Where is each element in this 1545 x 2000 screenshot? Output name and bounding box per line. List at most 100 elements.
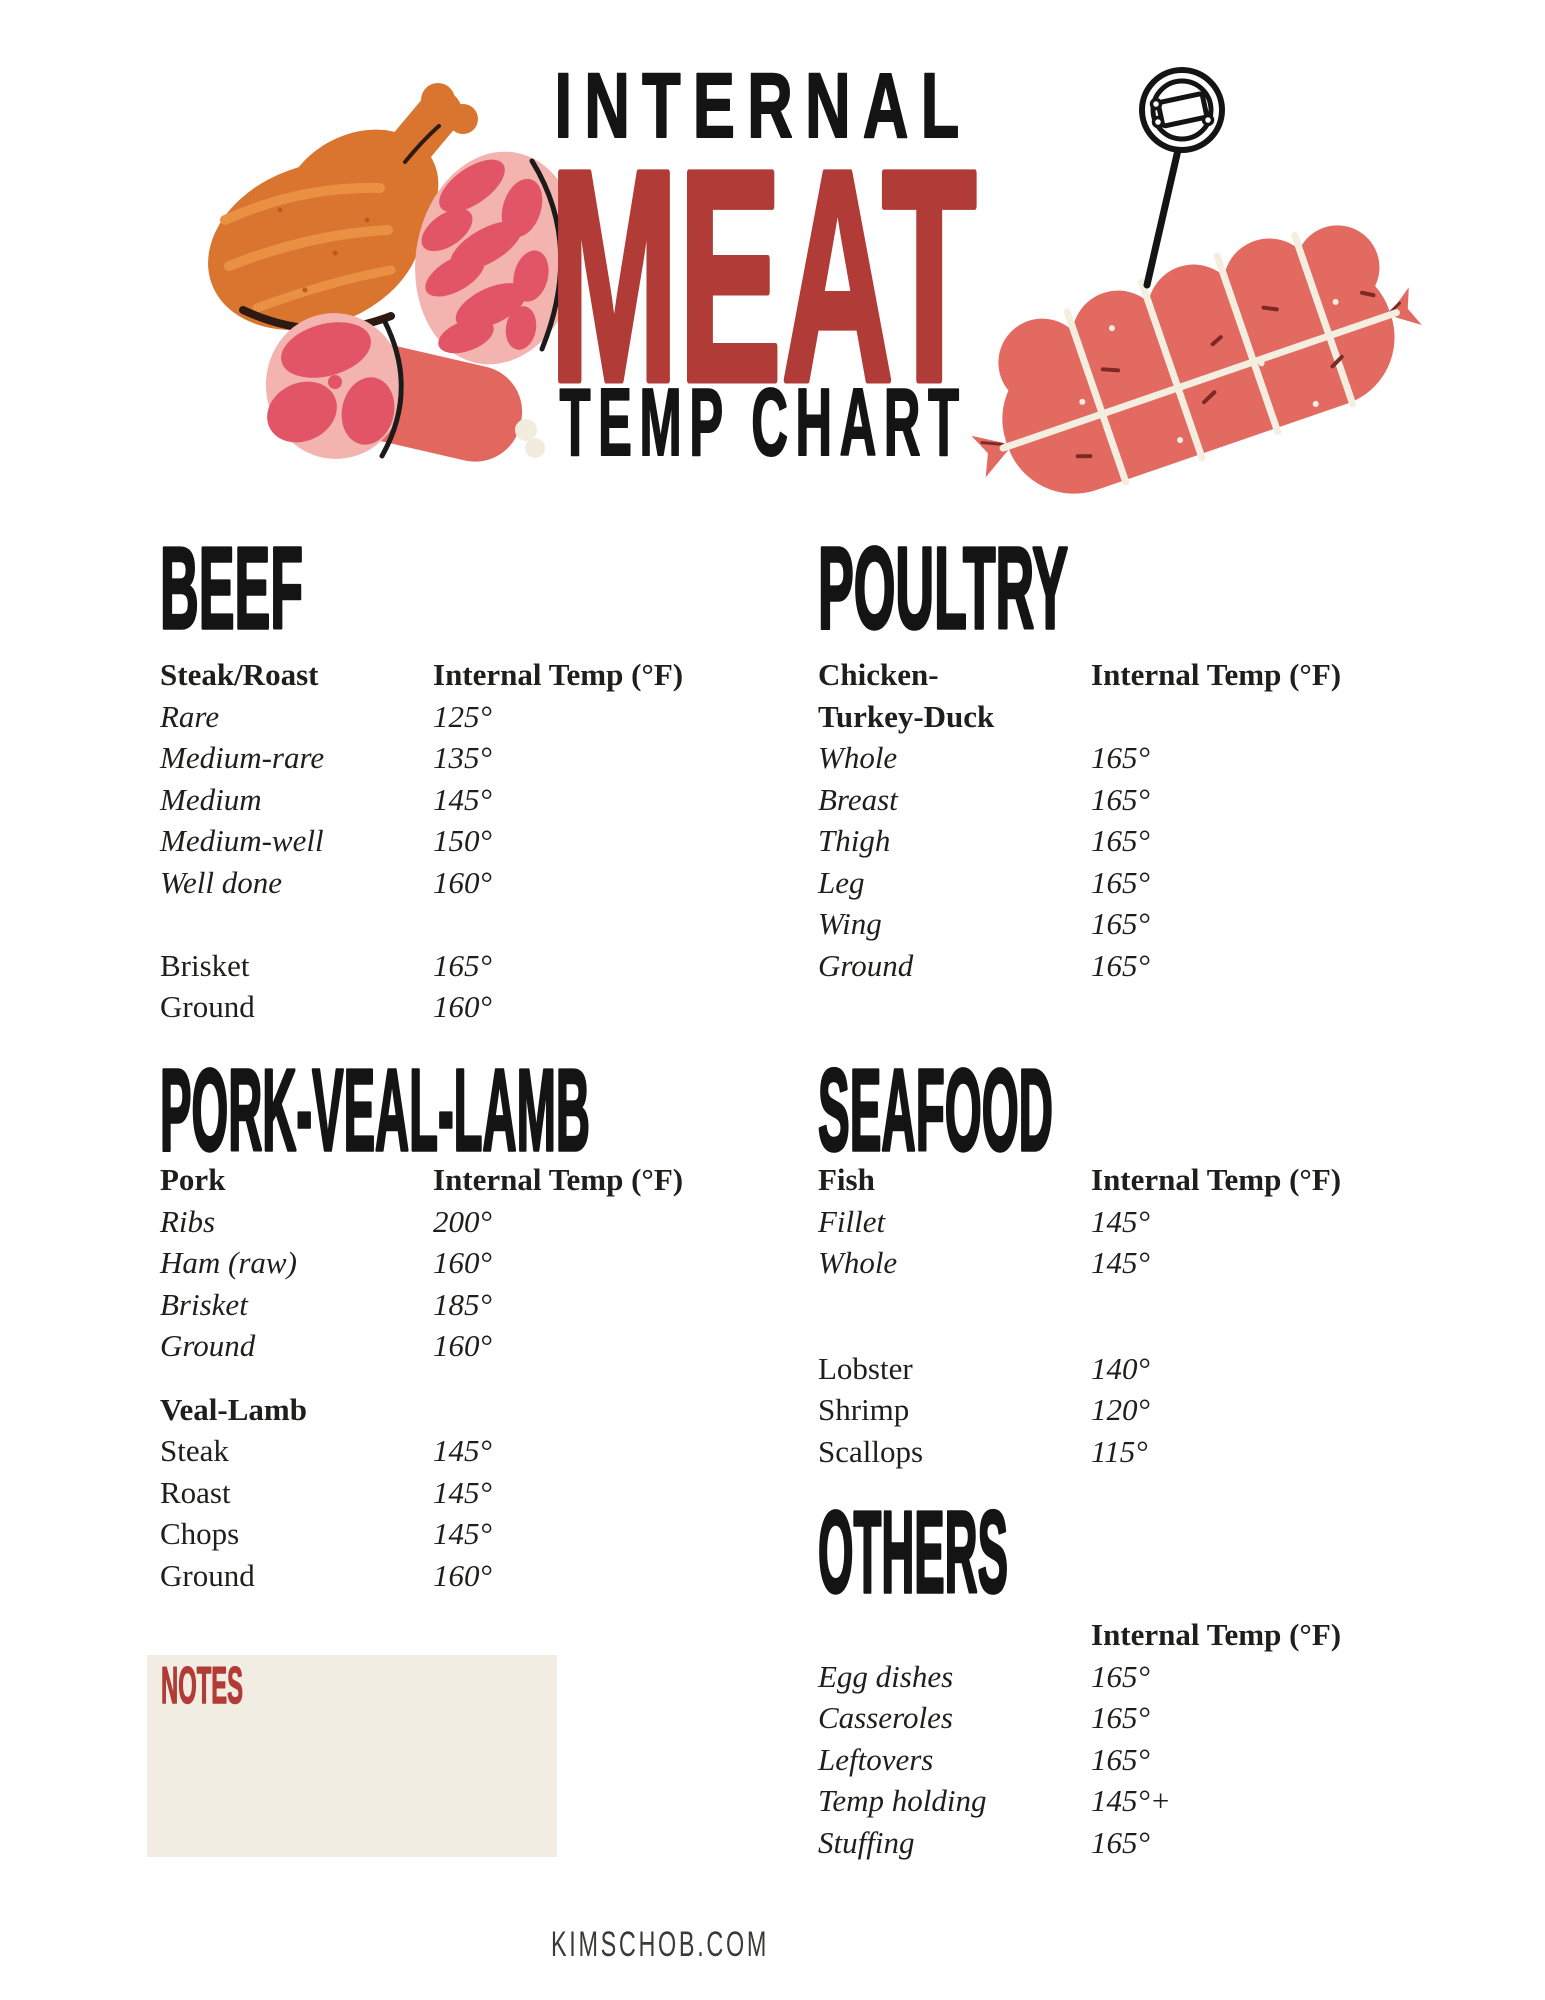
row-temp: 150° — [433, 823, 492, 858]
row-temp: 165° — [1091, 906, 1150, 941]
table-row: Ground 160° — [160, 986, 760, 1028]
row-label: Brisket — [160, 1286, 248, 1322]
row-label: Ground — [160, 1557, 255, 1593]
row-label: Turkey-Duck — [818, 698, 995, 734]
beef-table: Steak/Roast Internal Temp (°F) Rare 125° Med… — [160, 654, 760, 1028]
notes-title-text: NOTES — [161, 1659, 243, 1715]
header-title: INTERNAL MEAT TEMP CHART — [548, 55, 978, 465]
row-label: Ground — [818, 947, 914, 983]
table-row: Ground 160° — [160, 1325, 760, 1367]
row-temp: 165° — [1091, 947, 1150, 983]
row-label: Whole — [818, 1245, 898, 1280]
table-row: Roast 145° — [160, 1472, 760, 1514]
row-label: Brisket — [160, 947, 250, 983]
notes-title: NOTES — [160, 1659, 244, 1716]
row-temp: 160° — [433, 864, 492, 900]
row-label: Steak — [160, 1433, 229, 1468]
section-title-seafood: SEAFOOD — [818, 1057, 1055, 1162]
row-label: Egg dishes — [818, 1658, 954, 1694]
row-label: Shrimp — [818, 1392, 910, 1427]
row-label: Chicken- — [818, 657, 939, 692]
table-row: Steak 145° — [160, 1430, 760, 1472]
table-row: Chicken- Internal Temp (°F) — [818, 654, 1438, 696]
row-label: Scallops — [818, 1433, 924, 1469]
row-label: Thigh — [818, 823, 891, 858]
row-temp: 145° — [1091, 1245, 1150, 1280]
row-temp: Internal Temp (°F) — [433, 1162, 684, 1197]
table-row: Egg dishes 165° — [818, 1656, 1438, 1698]
page-title-line1: INTERNAL — [555, 55, 972, 157]
table-row: Ground 165° — [818, 945, 1438, 987]
table-row: Whole 145° — [818, 1242, 1438, 1284]
table-row: Fillet 145° — [818, 1201, 1438, 1243]
row-label: Temp holding — [818, 1783, 987, 1818]
row-label: Medium — [160, 781, 262, 817]
table-row: Medium 145° — [160, 779, 760, 821]
notes-box: NOTES — [147, 1655, 557, 1857]
row-temp: 165° — [1091, 864, 1150, 900]
page-title-line3: TEMP CHART — [560, 369, 967, 465]
footer: KIMSCHOB.COM — [551, 1925, 769, 1964]
site-url: KIMSCHOB.COM — [551, 1925, 769, 1964]
row-label: Well done — [160, 864, 282, 900]
row-temp: 165° — [1091, 781, 1150, 817]
row-spacer — [818, 1284, 1438, 1348]
row-label: Breast — [818, 781, 898, 817]
section-title-text: OTHERS — [818, 1499, 1008, 1604]
table-row: Internal Temp (°F) — [818, 1614, 1438, 1656]
table-row: Wing 165° — [818, 903, 1438, 945]
table-row: Lobster 140° — [818, 1348, 1438, 1390]
row-temp: 165° — [1091, 740, 1150, 775]
row-temp: 145° — [433, 1516, 492, 1551]
table-row: Ribs 200° — [160, 1201, 760, 1243]
row-label: Ground — [160, 989, 255, 1024]
row-temp: 125° — [433, 698, 492, 734]
row-label: Stuffing — [818, 1824, 915, 1860]
row-temp: 160° — [433, 989, 492, 1024]
row-temp: Internal Temp (°F) — [1091, 1617, 1342, 1652]
row-temp: 165° — [1091, 1658, 1150, 1694]
table-row: Veal-Lamb — [160, 1389, 760, 1431]
page-title-line2: MEAT — [550, 108, 977, 444]
row-temp: 145° — [433, 781, 492, 817]
tied-roast-icon — [971, 225, 1422, 494]
row-label: Ribs — [160, 1203, 216, 1239]
meat-illustration-left — [208, 83, 579, 462]
row-temp: 165° — [1091, 823, 1150, 858]
section-title-text: PORK-VEAL-LAMB — [160, 1057, 590, 1162]
table-row: Stuffing 165° — [818, 1822, 1438, 1864]
table-row: Leftovers 165° — [818, 1739, 1438, 1781]
row-temp: 145°+ — [1091, 1783, 1171, 1818]
row-temp: 135° — [433, 740, 492, 775]
table-row: Breast 165° — [818, 779, 1438, 821]
table-row: Scallops 115° — [818, 1431, 1438, 1473]
row-temp: 165° — [1091, 1824, 1150, 1860]
row-temp: 165° — [433, 947, 492, 983]
row-temp: 160° — [433, 1245, 492, 1280]
row-temp: 165° — [1091, 1700, 1150, 1735]
table-row: Medium-well 150° — [160, 820, 760, 862]
row-label: Steak/Roast — [160, 657, 319, 692]
row-temp: 165° — [1091, 1741, 1150, 1777]
section-title-pork-veal-lamb: PORK-VEAL-LAMB — [160, 1057, 592, 1162]
row-label: Leftovers — [818, 1741, 934, 1777]
ham-leg-icon — [265, 313, 545, 462]
section-title-text: POULTRY — [818, 535, 1068, 640]
table-row: Turkey-Duck — [818, 696, 1438, 738]
section-title-poultry: POULTRY — [818, 535, 1070, 640]
row-temp: 200° — [433, 1203, 492, 1239]
row-temp: Internal Temp (°F) — [1091, 657, 1342, 692]
row-temp: Internal Temp (°F) — [433, 657, 684, 692]
row-label: Fish — [818, 1162, 875, 1197]
others-table: Internal Temp (°F) Egg dishes 165° Casserol… — [818, 1614, 1438, 1863]
table-row: Well done 160° — [160, 862, 760, 904]
row-label: Ham (raw) — [160, 1245, 297, 1280]
table-row: Leg 165° — [818, 862, 1438, 904]
section-title-text: BEEF — [160, 535, 303, 640]
row-spacer — [160, 903, 760, 945]
row-label: Roast — [160, 1474, 231, 1510]
row-temp: 145° — [433, 1433, 492, 1468]
row-temp: 145° — [1091, 1203, 1150, 1239]
section-title-others: OTHERS — [818, 1499, 1010, 1604]
